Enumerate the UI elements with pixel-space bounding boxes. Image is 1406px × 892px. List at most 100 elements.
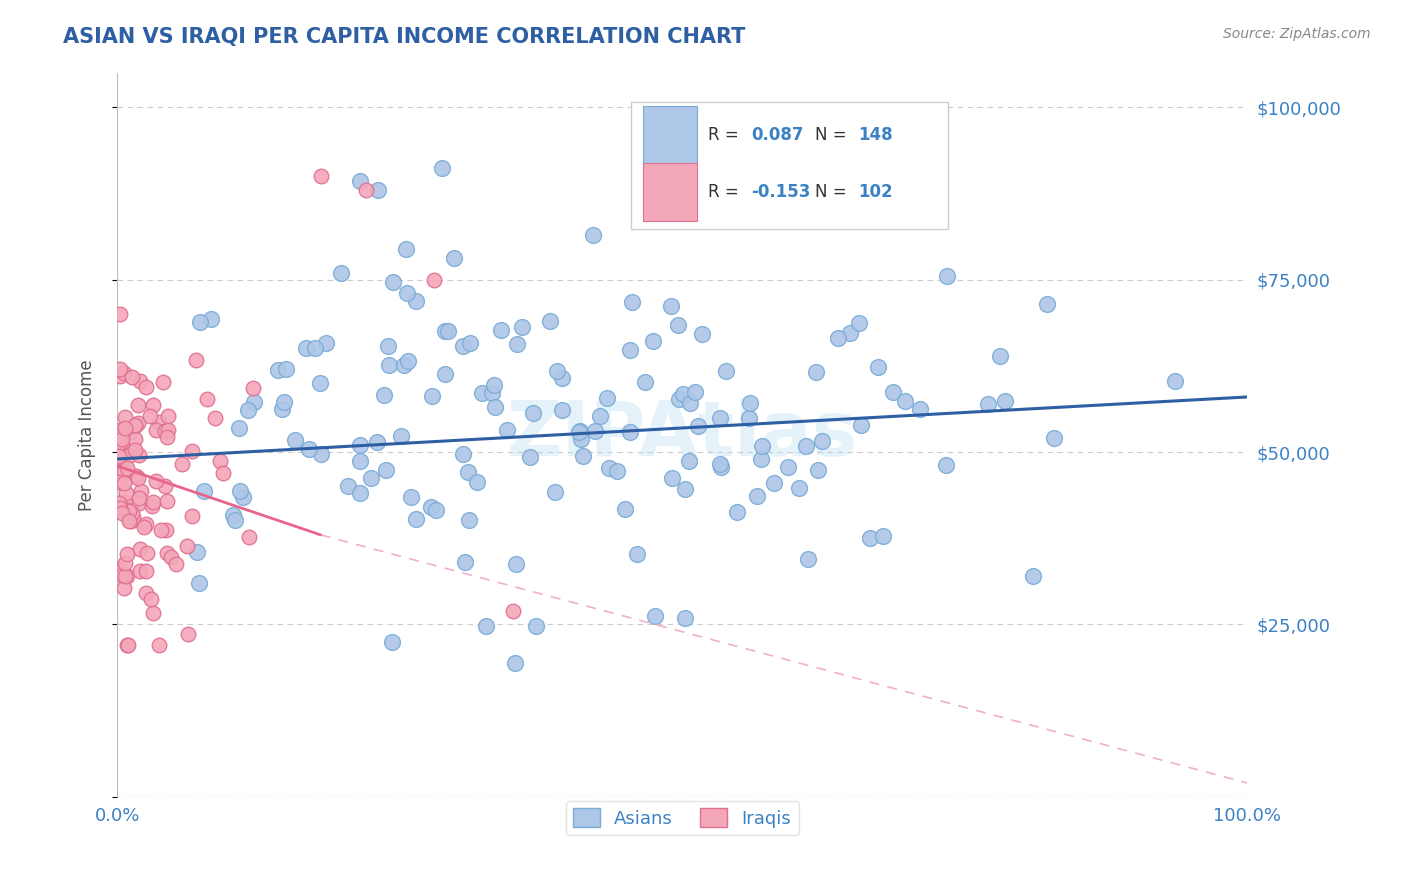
Point bbox=[690, 326, 713, 341]
Point bbox=[295, 342, 318, 356]
Point bbox=[572, 449, 595, 463]
Point bbox=[186, 545, 208, 559]
Point bbox=[502, 604, 524, 618]
Point bbox=[634, 375, 657, 389]
Point bbox=[108, 503, 131, 517]
Point bbox=[270, 402, 292, 417]
Point bbox=[672, 386, 695, 401]
Point bbox=[112, 476, 135, 491]
Text: R =: R = bbox=[709, 126, 744, 144]
Point bbox=[204, 410, 226, 425]
Point bbox=[127, 470, 149, 484]
Point bbox=[315, 336, 337, 351]
Point bbox=[129, 374, 152, 388]
Point bbox=[378, 358, 401, 372]
Point bbox=[859, 531, 882, 545]
Point bbox=[111, 433, 134, 447]
Point bbox=[170, 457, 193, 471]
Point bbox=[114, 568, 136, 582]
Point bbox=[367, 183, 389, 197]
Point bbox=[619, 343, 641, 357]
Point bbox=[139, 409, 162, 423]
Point bbox=[396, 354, 419, 368]
Point bbox=[135, 586, 157, 600]
Text: N =: N = bbox=[815, 184, 852, 202]
Point bbox=[135, 564, 157, 578]
Point bbox=[112, 464, 135, 478]
Point bbox=[872, 529, 894, 543]
Point bbox=[108, 450, 131, 464]
Point bbox=[451, 446, 474, 460]
Point bbox=[121, 369, 143, 384]
Point bbox=[114, 495, 136, 509]
Point bbox=[120, 425, 142, 439]
Point bbox=[454, 555, 477, 569]
Point bbox=[738, 396, 761, 410]
Point bbox=[382, 276, 405, 290]
Point bbox=[160, 549, 183, 564]
Point bbox=[112, 581, 135, 595]
Point bbox=[838, 326, 860, 340]
Point bbox=[209, 453, 232, 467]
Point bbox=[349, 174, 371, 188]
Point bbox=[110, 307, 132, 321]
Point bbox=[377, 338, 399, 352]
Point bbox=[229, 483, 252, 498]
Point bbox=[108, 361, 131, 376]
Point bbox=[155, 523, 177, 537]
Point bbox=[495, 423, 517, 437]
Point bbox=[128, 491, 150, 506]
Point bbox=[935, 458, 957, 473]
Point bbox=[749, 451, 772, 466]
Point bbox=[994, 394, 1017, 409]
Point bbox=[124, 432, 146, 446]
Point bbox=[430, 161, 453, 176]
Point bbox=[394, 242, 416, 256]
Point bbox=[176, 539, 198, 553]
Point bbox=[811, 434, 834, 448]
Point bbox=[582, 227, 605, 242]
Legend: Asians, Iraqis: Asians, Iraqis bbox=[565, 801, 799, 835]
Point bbox=[589, 409, 612, 424]
Point bbox=[977, 397, 1000, 411]
Point bbox=[569, 432, 592, 446]
Point bbox=[778, 460, 800, 475]
Point bbox=[524, 619, 547, 633]
Point bbox=[128, 564, 150, 578]
Point bbox=[568, 425, 591, 439]
Point bbox=[451, 339, 474, 353]
Point bbox=[156, 409, 179, 424]
Point bbox=[242, 380, 264, 394]
Point bbox=[457, 465, 479, 479]
Point bbox=[434, 324, 457, 338]
Point bbox=[112, 366, 135, 380]
Point bbox=[148, 415, 170, 429]
Point bbox=[678, 454, 700, 468]
Point bbox=[458, 513, 481, 527]
Point bbox=[115, 569, 138, 583]
Point bbox=[595, 391, 617, 405]
Point bbox=[135, 380, 157, 394]
Point bbox=[267, 363, 290, 377]
Point bbox=[135, 516, 157, 531]
Point bbox=[619, 425, 641, 440]
Point bbox=[506, 337, 529, 351]
Point bbox=[111, 506, 134, 520]
Point bbox=[122, 510, 145, 524]
Point bbox=[908, 401, 931, 416]
Point bbox=[195, 392, 218, 406]
Point bbox=[614, 501, 637, 516]
Point bbox=[309, 447, 332, 461]
Text: 148: 148 bbox=[859, 126, 893, 144]
Point bbox=[644, 608, 666, 623]
Point bbox=[180, 508, 202, 523]
Point bbox=[419, 500, 441, 515]
Point bbox=[544, 484, 567, 499]
Point bbox=[598, 461, 620, 475]
Point bbox=[551, 371, 574, 385]
Point bbox=[443, 251, 465, 265]
Point bbox=[354, 183, 377, 197]
Text: -0.153: -0.153 bbox=[751, 184, 810, 202]
Point bbox=[848, 317, 870, 331]
Point bbox=[117, 638, 139, 652]
